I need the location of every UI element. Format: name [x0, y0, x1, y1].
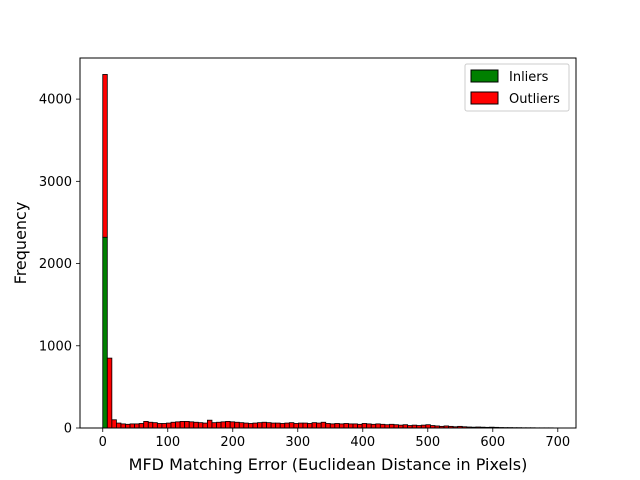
bar-outliers-46 [311, 422, 318, 429]
bar-outliers-14 [166, 422, 172, 429]
x-axis-ticks: 0 100 200 300 400 500 600 700 [99, 428, 570, 450]
legend: Inliers Outliers [464, 63, 570, 112]
bar-outliers-21 [197, 422, 204, 429]
legend-swatch-inliers [470, 69, 499, 83]
bar-outliers-37 [270, 422, 277, 429]
bar-outliers-30 [238, 422, 245, 429]
bar-outliers-41 [288, 422, 295, 429]
legend-label-inliers: Inliers [509, 70, 549, 85]
y-tick-label: 2000 [39, 257, 72, 272]
bar-outliers-33 [252, 422, 258, 429]
bar-outliers-59 [370, 423, 377, 429]
y-axis-label: Frequency [11, 202, 30, 285]
bar-outliers-60 [375, 423, 381, 429]
bar-outliers-34 [257, 422, 263, 429]
bar-outliers-29 [234, 421, 240, 429]
bar-outliers-10 [147, 421, 154, 429]
legend-label-outliers: Outliers [509, 92, 560, 107]
legend-swatch-outliers [470, 91, 499, 105]
bar-outliers-56 [357, 423, 363, 429]
bar-outliers-22 [202, 422, 208, 429]
y-tick-label: 4000 [39, 93, 72, 108]
bar-outliers-27 [225, 421, 231, 429]
bar-outliers-45 [307, 423, 313, 429]
bar-outliers-53 [343, 423, 349, 429]
bar-outliers-19 [188, 421, 195, 429]
bar-outliers-31 [243, 422, 249, 429]
bar-outliers-40 [284, 422, 290, 429]
bar-outliers-23 [207, 419, 213, 429]
x-tick-label: 0 [99, 435, 107, 450]
bar-outliers-16 [175, 421, 181, 429]
x-tick-label: 500 [415, 435, 440, 450]
bar-outliers-61 [379, 423, 386, 429]
bar-outliers-2 [111, 419, 117, 429]
bar-outliers-32 [247, 423, 254, 429]
bar-outliers-26 [220, 421, 227, 429]
bar-outliers-63 [389, 423, 395, 429]
bar-outliers-1 [106, 357, 113, 429]
bar-outliers-18 [184, 421, 190, 429]
bar-outliers-13 [161, 423, 167, 429]
bar-outliers-28 [229, 421, 236, 429]
bar-outliers-11 [152, 422, 158, 429]
bar-outliers-42 [293, 423, 299, 429]
bar-outliers-12 [156, 423, 163, 429]
x-tick-label: 700 [545, 435, 570, 450]
bar-outliers-58 [366, 423, 372, 429]
bar-outliers-4 [120, 423, 126, 429]
bar-outliers-0 [102, 74, 108, 238]
bar-outliers-5 [125, 423, 131, 429]
bar-outliers-6 [129, 423, 136, 429]
bar-outliers-47 [316, 422, 322, 429]
x-tick-label: 600 [480, 435, 505, 450]
bar-outliers-49 [325, 423, 331, 429]
bar-outliers-39 [279, 423, 286, 429]
plot-frame [79, 57, 577, 429]
x-tick-label: 400 [350, 435, 375, 450]
bar-outliers-25 [216, 421, 222, 429]
bar-outliers-17 [179, 421, 186, 429]
bar-outliers-35 [261, 421, 267, 429]
y-tick-label: 0 [64, 422, 72, 437]
x-tick-label: 300 [285, 435, 310, 450]
bar-outliers-54 [348, 423, 354, 429]
y-axis-ticks: 0 1000 2000 3000 4000 [39, 93, 80, 437]
x-tick-label: 200 [220, 435, 245, 450]
bar-outliers-3 [116, 422, 122, 429]
y-tick-label: 1000 [39, 339, 72, 354]
bar-outliers-36 [266, 422, 272, 429]
bar-outliers-50 [329, 423, 336, 429]
bar-outliers-38 [275, 422, 281, 429]
bar-outliers-8 [138, 423, 145, 429]
bar-outliers-7 [134, 423, 140, 429]
bar-outliers-52 [338, 423, 345, 429]
bar-outliers-15 [170, 421, 176, 429]
y-tick-label: 3000 [39, 175, 72, 190]
bar-outliers-57 [361, 423, 368, 429]
bar-outliers-55 [352, 423, 358, 429]
x-tick-label: 100 [155, 435, 180, 450]
bar-outliers-24 [211, 422, 217, 429]
bar-inliers-0 [102, 236, 108, 429]
bar-outliers-9 [143, 421, 149, 429]
bar-outliers-51 [334, 423, 340, 429]
bar-outliers-20 [193, 421, 199, 429]
bar-outliers-44 [302, 422, 308, 429]
bar-outliers-43 [298, 422, 304, 429]
x-axis-label: MFD Matching Error (Euclidean Distance i… [129, 455, 528, 474]
bar-outliers-48 [320, 421, 327, 429]
